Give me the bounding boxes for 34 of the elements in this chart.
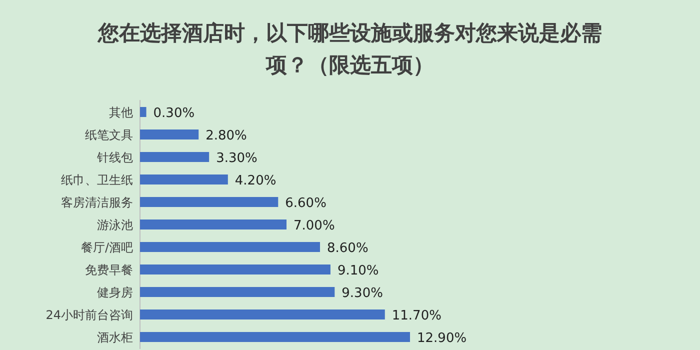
- data-label: 8.60%: [327, 241, 368, 256]
- y-tick-label: 纸笔文具: [85, 128, 133, 142]
- bar: [140, 152, 210, 162]
- data-label: 9.30%: [342, 286, 383, 301]
- data-label: 7.00%: [294, 218, 335, 234]
- y-tick-label: 免费早餐: [85, 263, 133, 277]
- data-label: 0.30%: [153, 106, 195, 121]
- y-tick-label: 游泳池: [97, 218, 133, 232]
- data-label: 12.90%: [417, 331, 467, 346]
- bar: [140, 264, 330, 274]
- data-label: 11.70%: [392, 308, 442, 324]
- y-tick-label: 其他: [109, 106, 133, 120]
- data-label: 2.80%: [206, 128, 247, 144]
- y-tick-label: 针线包: [96, 150, 133, 164]
- bar: [140, 197, 278, 207]
- y-tick-label: 酒水柜: [97, 330, 133, 344]
- y-tick-label: 餐厅/酒吧: [80, 240, 133, 254]
- bar: [140, 242, 320, 252]
- y-tick-label: 24小时前台咨询: [46, 308, 133, 322]
- bar: [140, 174, 228, 184]
- bar: [140, 310, 385, 320]
- y-tick-label: 纸巾、卫生纸: [61, 173, 133, 187]
- y-tick-label: 健身房: [97, 286, 133, 300]
- data-label: 9.10%: [337, 264, 379, 278]
- title: 您在选择酒店时，以下哪些设施或服务对您来说是必需项？（限选五项）: [98, 21, 602, 77]
- y-tick-label: 客房清洁服务: [61, 196, 133, 210]
- data-label: 4.20%: [234, 174, 276, 188]
- bar: [140, 220, 287, 230]
- data-label: 3.30%: [216, 151, 258, 166]
- bar: [140, 287, 335, 297]
- data-label: 6.60%: [285, 196, 326, 211]
- bar: [140, 130, 199, 140]
- bar: [140, 107, 146, 117]
- bar: [140, 332, 410, 342]
